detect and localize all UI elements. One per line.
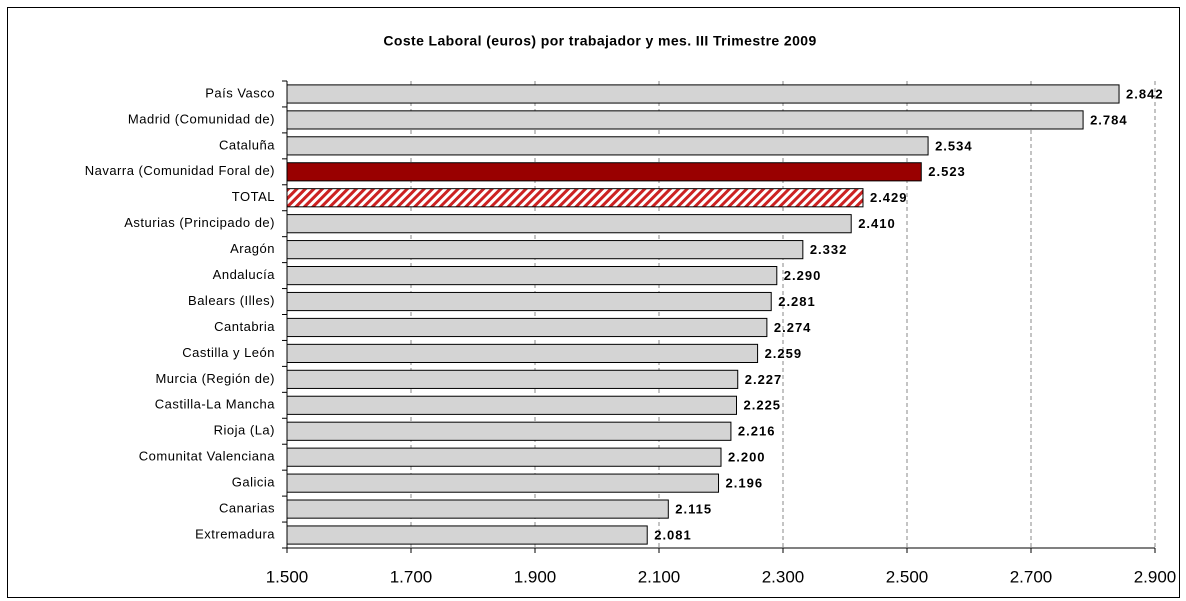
y-tick-label: Comunitat Valenciana [139,449,275,464]
bar [286,525,648,545]
bar [286,369,739,389]
value-label: 2.259 [765,346,803,361]
bar [286,110,1084,130]
x-tick-label: 2.100 [638,567,681,586]
y-tick-label: Cataluña [219,137,275,152]
bar [286,473,720,493]
value-label: 2.290 [784,268,822,283]
value-label: 2.429 [870,190,908,205]
bar [286,136,929,156]
y-tick-label: TOTAL [232,189,275,204]
y-tick-label: Rioja (La) [214,423,275,438]
value-label: 2.274 [774,320,812,335]
value-label: 2.534 [935,138,973,153]
bar [286,317,768,338]
bar [286,214,852,234]
y-tick-label: Balears (Illes) [188,293,275,308]
x-tick-label: 1.700 [390,567,433,586]
y-tick-label: Madrid (Comunidad de) [128,111,275,126]
bar [286,188,864,208]
x-tick-label: 2.500 [886,567,929,586]
y-tick-label: Castilla-La Mancha [155,397,276,412]
y-tick-label: Castilla y León [182,345,275,360]
value-label: 2.225 [744,398,782,413]
y-tick-label: Aragón [230,241,275,256]
y-tick-label: Extremadura [195,526,275,541]
bar [286,421,732,441]
value-label: 2.200 [728,450,766,465]
value-label: 2.115 [675,502,712,517]
bar [286,447,722,467]
x-tick-label: 2.700 [1010,567,1053,586]
x-tick-label: 1.900 [514,567,557,586]
y-tick-label: País Vasco [205,85,275,100]
bar [286,291,772,312]
bar [286,343,759,363]
bar [286,84,1120,104]
y-tick-label: Asturias (Principado de) [124,215,275,230]
bar [286,162,922,182]
y-tick-label: Andalucía [213,267,276,282]
bar [286,266,778,286]
value-label: 2.410 [858,216,896,231]
bar [286,499,669,519]
value-label: 2.332 [810,242,848,257]
y-tick-label: Galicia [232,475,276,490]
value-label: 2.281 [778,294,816,309]
value-label: 2.842 [1126,86,1164,101]
bar [286,395,737,415]
x-tick-label: 2.900 [1134,567,1177,586]
x-tick-label: 2.300 [762,567,805,586]
chart-title: Coste Laboral (euros) por trabajador y m… [383,33,816,49]
y-tick-label: Canarias [219,501,275,516]
y-tick-label: Navarra (Comunidad Foral de) [85,163,275,178]
bar [286,240,804,260]
x-tick-label: 1.500 [266,567,309,586]
y-tick-label: Cantabria [214,319,275,334]
value-label: 2.081 [654,527,692,542]
value-label: 2.227 [745,372,783,387]
value-label: 2.196 [726,476,764,491]
value-label: 2.784 [1090,112,1128,127]
y-tick-label: Murcia (Región de) [155,371,275,386]
value-label: 2.216 [738,424,776,439]
value-label: 2.523 [928,164,966,179]
